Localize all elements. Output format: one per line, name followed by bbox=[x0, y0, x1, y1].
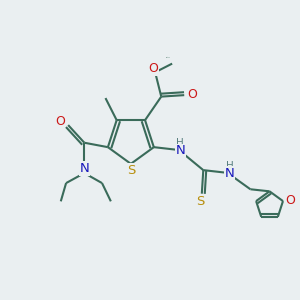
Text: O: O bbox=[188, 88, 197, 101]
Text: N: N bbox=[225, 167, 235, 180]
Text: S: S bbox=[196, 195, 205, 208]
Text: O: O bbox=[55, 115, 65, 128]
Text: methyl: methyl bbox=[166, 56, 171, 58]
Text: N: N bbox=[80, 162, 89, 175]
Text: O: O bbox=[285, 194, 295, 207]
Text: H: H bbox=[226, 161, 234, 171]
Text: O: O bbox=[149, 62, 158, 75]
Text: S: S bbox=[127, 164, 135, 177]
Text: N: N bbox=[176, 144, 185, 157]
Text: H: H bbox=[176, 138, 184, 148]
